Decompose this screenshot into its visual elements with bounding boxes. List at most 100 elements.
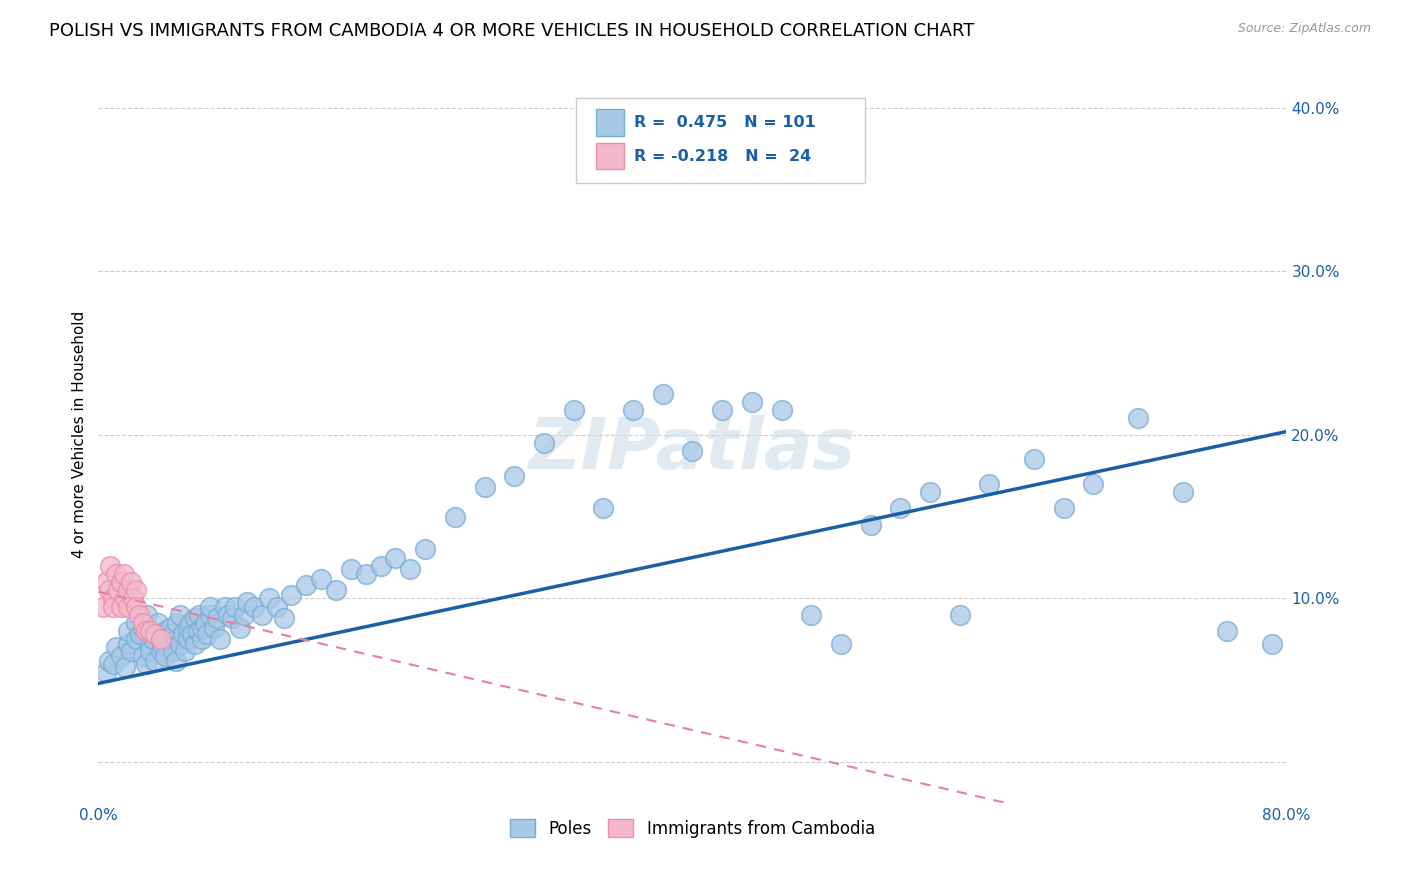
Point — [139, 624, 162, 639]
Point — [221, 611, 243, 625]
Point — [117, 637, 139, 651]
Point — [157, 632, 180, 647]
Point — [120, 574, 142, 589]
Point — [110, 574, 132, 589]
Point — [184, 637, 207, 651]
Point — [146, 615, 169, 630]
Point — [681, 444, 703, 458]
Point — [128, 607, 150, 622]
Point — [121, 591, 143, 606]
Point — [135, 624, 157, 639]
Point — [135, 657, 157, 671]
Point — [117, 624, 139, 639]
Point — [155, 624, 177, 639]
Point — [295, 578, 318, 592]
Point — [949, 607, 972, 622]
Point — [191, 632, 214, 647]
Point — [198, 607, 221, 622]
Point — [224, 599, 246, 614]
Point — [129, 627, 152, 641]
Point — [166, 615, 188, 630]
Point — [503, 468, 526, 483]
Point — [621, 403, 644, 417]
Point — [443, 509, 465, 524]
Point — [236, 594, 259, 608]
Point — [1216, 624, 1239, 639]
Point — [176, 621, 198, 635]
Point — [711, 403, 734, 417]
Point — [124, 583, 146, 598]
Point — [205, 611, 228, 625]
Point — [1053, 501, 1076, 516]
Point — [770, 403, 793, 417]
Point — [169, 637, 191, 651]
Point — [143, 627, 166, 641]
Point — [741, 395, 763, 409]
Point — [800, 607, 823, 622]
Point — [159, 621, 181, 635]
Point — [117, 599, 139, 614]
Point — [149, 632, 172, 647]
Point — [266, 599, 288, 614]
Point — [155, 648, 177, 663]
Y-axis label: 4 or more Vehicles in Household: 4 or more Vehicles in Household — [72, 311, 87, 558]
Point — [124, 632, 146, 647]
Point — [117, 583, 139, 598]
Point — [97, 583, 120, 598]
Point — [399, 562, 422, 576]
Point — [191, 621, 214, 635]
Point — [233, 607, 256, 622]
Point — [132, 621, 155, 635]
Point — [173, 644, 195, 658]
Point — [132, 615, 155, 630]
Point — [920, 485, 942, 500]
Point — [94, 665, 117, 679]
Point — [1083, 476, 1105, 491]
Point — [474, 480, 496, 494]
Point — [250, 607, 273, 622]
Point — [1126, 411, 1149, 425]
Point — [184, 611, 207, 625]
Text: Source: ZipAtlas.com: Source: ZipAtlas.com — [1237, 22, 1371, 36]
Point — [98, 558, 121, 573]
Point — [1022, 452, 1045, 467]
Point — [194, 615, 217, 630]
Point — [257, 591, 280, 606]
Point — [562, 403, 585, 417]
Point — [142, 632, 165, 647]
Point — [179, 615, 201, 630]
Point — [112, 566, 135, 581]
Point — [309, 572, 332, 586]
Point — [124, 599, 146, 614]
Point — [165, 653, 187, 667]
Point — [146, 627, 169, 641]
Point — [325, 583, 347, 598]
Point — [280, 588, 302, 602]
Point — [533, 436, 555, 450]
Point — [413, 542, 436, 557]
Point — [162, 644, 184, 658]
Point — [91, 599, 114, 614]
Point — [105, 640, 128, 655]
Text: POLISH VS IMMIGRANTS FROM CAMBODIA 4 OR MORE VEHICLES IN HOUSEHOLD CORRELATION C: POLISH VS IMMIGRANTS FROM CAMBODIA 4 OR … — [49, 22, 974, 40]
Point — [188, 607, 211, 622]
Legend: Poles, Immigrants from Cambodia: Poles, Immigrants from Cambodia — [502, 811, 883, 846]
Point — [273, 611, 295, 625]
Point — [198, 599, 221, 614]
Point — [105, 566, 128, 581]
Point — [149, 644, 172, 658]
Point — [103, 591, 125, 606]
Point — [176, 632, 198, 647]
Point — [103, 599, 125, 614]
Point — [217, 607, 239, 622]
Point — [370, 558, 392, 573]
Point — [139, 644, 162, 658]
Point — [143, 653, 166, 667]
Point — [97, 653, 120, 667]
Point — [110, 648, 132, 663]
Point — [136, 607, 159, 622]
Point — [107, 583, 129, 598]
Point — [354, 566, 377, 581]
Point — [228, 621, 250, 635]
Point — [124, 615, 146, 630]
